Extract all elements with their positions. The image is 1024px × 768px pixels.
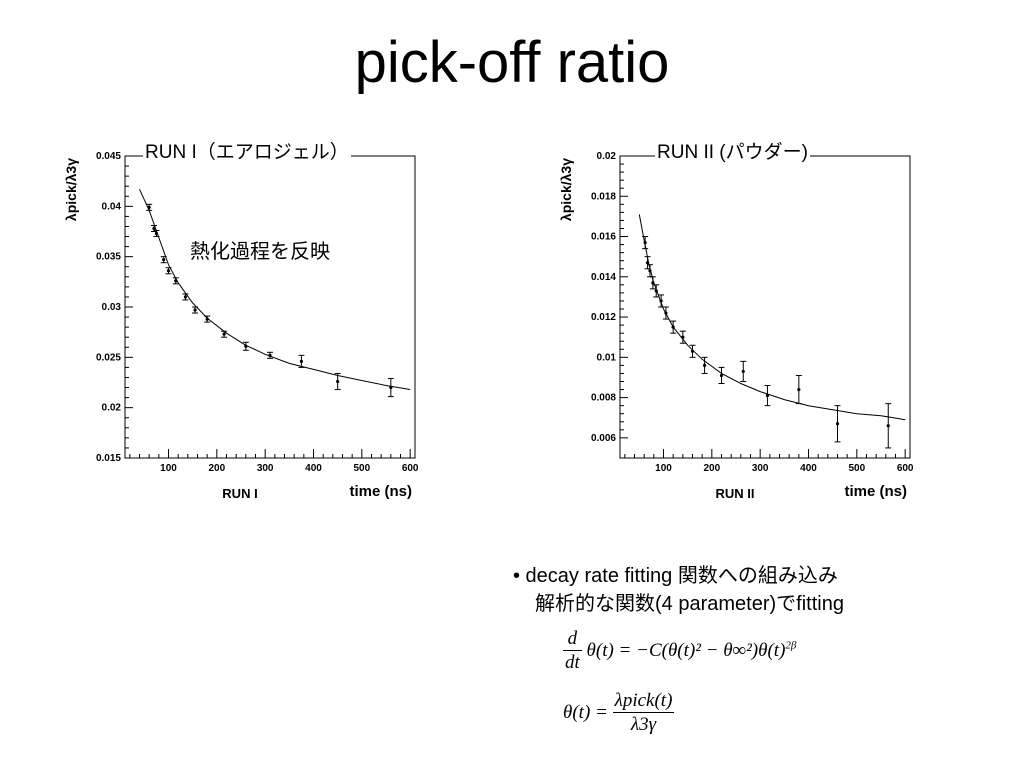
chart-run-2: 0.006 0.008 0.01 0.012 0.014 0.016 0.018 0.02 10… [558,151,914,501]
y-tick-label: 0.04 [102,201,122,212]
y-tick-label: 0.015 [96,453,121,464]
y-tick-label: 0.016 [591,232,616,243]
data-point [765,393,770,398]
formula-rhs: θ(t) = −C(θ(t)² − θ∞²)θ(t) [586,639,786,661]
data-point [719,373,724,378]
data-point [268,353,272,357]
y-tick-label: 0.01 [597,352,617,363]
x-tick-label: 200 [703,463,720,474]
data-point [244,344,248,348]
chart-title-run-1: RUN I（エアロジェル） [143,142,351,164]
x-tick-label: 500 [848,463,865,474]
bullet-line-2: 解析的な関数(4 parameter)でfitting [535,593,844,615]
data-point [154,231,159,236]
data-point [648,269,652,273]
formula-theta-num: λpick(t) [612,690,675,713]
data-point [336,379,340,384]
fit-curve [638,214,906,421]
formula-derivative-den: dt [565,652,580,673]
annotation-thermalization: 熱化過程を反映 [190,241,330,263]
y-axis-label: λpick/λ3γ [558,158,574,221]
data-point [797,387,801,392]
x-tick-label: 400 [305,463,322,474]
data-point [193,308,197,312]
formula-theta-fraction: λpick(t) λ3γ [612,690,675,737]
y-tick-label: 0.045 [96,151,121,162]
data-point [389,385,393,390]
slide-title: pick-off ratio [354,30,670,95]
y-tick-label: 0.014 [591,272,616,283]
y-tick-label: 0.03 [102,302,122,313]
x-tick-label: 300 [752,463,769,474]
y-tick-label: 0.008 [591,393,616,404]
formula-rate-equation: d dt θ(t) = −C(θ(t)² − θ∞²)θ(t)2β [563,628,796,675]
y-tick-label: 0.012 [591,312,616,323]
data-point [643,240,647,245]
formula-derivative-num: d [563,628,582,651]
y-axis-label: λpick/λ3γ [63,158,79,221]
data-point [654,289,658,293]
data-point [690,349,695,353]
data-point [205,317,209,321]
x-tick-label: 500 [353,463,370,474]
data-point [645,261,650,265]
chart-panel-run-1: 0.015 0.02 0.025 0.03 0.035 0.04 0.045 100 200 30… [40,142,420,520]
formula-exponent: 2β [785,639,797,652]
x-axis-label: time (ns) [349,483,412,500]
x-tick-label: 600 [402,463,419,474]
y-tick-label: 0.02 [597,151,617,162]
x-tick-label: 600 [897,463,914,474]
chart-title-run-2: RUN II (パウダー) [655,142,810,164]
data-point [152,226,156,231]
plot-frame [124,155,416,459]
data-point [174,279,178,283]
run-label: RUN II [716,486,755,501]
formula-derivative: d dt [563,628,582,675]
data-point [702,363,707,367]
data-point [183,295,188,299]
bullet-decay-rate: • decay rate fitting 関数への組み込み 解析的な関数(4 p… [513,562,844,618]
x-tick-label: 100 [160,463,177,474]
x-axis-label: time (ns) [844,483,907,500]
run-label: RUN I [222,486,257,501]
data-point [681,335,685,339]
chart-run-1: 0.015 0.02 0.025 0.03 0.035 0.04 0.045 100 200 30… [63,151,419,501]
data-point [147,205,151,209]
data-point [166,269,171,273]
y-tick-label: 0.025 [96,352,121,363]
x-tick-label: 400 [800,463,817,474]
data-point [299,359,304,363]
fit-curve [139,188,411,390]
chart-panel-run-2: 0.006 0.008 0.01 0.012 0.014 0.016 0.018 0.02 10… [535,142,915,520]
x-tick-label: 100 [655,463,672,474]
data-point [741,369,745,374]
data-point [886,424,890,428]
x-tick-label: 300 [257,463,274,474]
y-tick-label: 0.006 [591,433,616,444]
data-point [162,258,166,262]
data-point [651,281,655,285]
data-point [671,325,675,329]
bullet-line-1: • decay rate fitting 関数への組み込み [513,565,838,587]
formula-theta-lhs: θ(t) = [563,701,608,723]
data-point [664,311,668,315]
data-point [222,332,226,336]
data-point [659,299,663,303]
data-point [835,422,840,426]
y-tick-label: 0.035 [96,252,121,263]
formula-theta-definition: θ(t) = λpick(t) λ3γ [563,690,675,737]
y-tick-label: 0.018 [591,191,616,202]
formula-theta-den: λ3γ [630,714,657,735]
x-tick-label: 200 [208,463,225,474]
y-tick-label: 0.02 [102,403,122,414]
